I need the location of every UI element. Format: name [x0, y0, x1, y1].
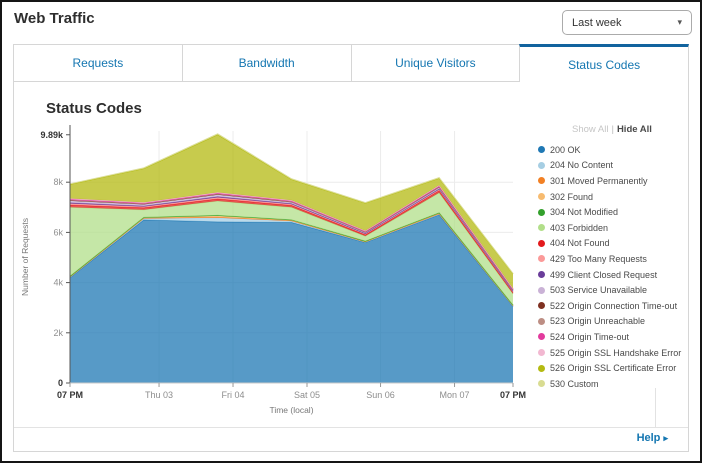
series-color-dot [538, 146, 545, 154]
series-color-dot [538, 177, 545, 185]
series-label: 524 Origin Time-out [550, 331, 630, 342]
series-label: 503 Service Unavailable [550, 285, 648, 296]
series-edge [69, 133, 514, 274]
time-range-value: Last week [572, 16, 622, 29]
legend-item[interactable]: 523 Origin Unreachable [538, 314, 686, 330]
series-label: 429 Too Many Requests [550, 253, 647, 264]
series-color-dot [538, 161, 545, 169]
y-tick-label: 9.89k [40, 130, 64, 140]
legend-separator: | [611, 124, 614, 135]
legend-item[interactable]: 200 OK [538, 142, 686, 158]
tab-bar: Requests Bandwidth Unique Visitors Statu… [13, 44, 689, 82]
tab-unique-visitors[interactable]: Unique Visitors [350, 44, 520, 82]
legend-item[interactable]: 499 Client Closed Request [538, 267, 686, 283]
legend-item[interactable]: 403 Forbidden [538, 220, 686, 236]
legend-item[interactable]: 526 Origin SSL Certificate Error [538, 360, 686, 376]
series-label: 404 Not Found [550, 238, 610, 249]
legend-item[interactable]: 302 Found [538, 189, 686, 205]
series-label: 525 Origin SSL Handshake Error [550, 347, 682, 358]
tab-label: Requests [72, 56, 124, 70]
y-axis-title: Number of Requests [20, 218, 30, 296]
chart-title: Status Codes [46, 100, 142, 117]
tab-requests[interactable]: Requests [13, 44, 182, 82]
y-tick-label: 0 [58, 378, 63, 388]
x-tick-label: 07 PM [57, 390, 83, 400]
help-label: Help [636, 432, 661, 444]
series-label: 530 Custom [550, 378, 599, 389]
legend-item[interactable]: 429 Too Many Requests [538, 251, 686, 267]
x-tick-label: Thu 03 [145, 390, 173, 400]
legend-item[interactable]: 204 No Content [538, 158, 686, 174]
tab-label: Bandwidth [238, 56, 295, 70]
legend-item[interactable]: 524 Origin Time-out [538, 329, 686, 345]
series-color-dot [538, 302, 545, 310]
series-color-dot [538, 380, 545, 388]
x-tick-label: Sat 05 [294, 390, 320, 400]
series-area [70, 214, 513, 383]
x-tick-label: Mon 07 [440, 390, 470, 400]
status-codes-chart: 0 2k 4k 6k 8k 9.89k 07 PM Thu 03 Fri 04 Sat 05 Sun… [20, 125, 526, 415]
tab-bandwidth[interactable]: Bandwidth [181, 44, 351, 82]
tab-label: Unique Visitors [395, 56, 476, 70]
series-color-dot [538, 364, 545, 372]
series-label: 304 Not Modified [550, 207, 619, 218]
status-codes-panel: Status Codes 0 2k 4k 6k 8k 9.89k 07 PM Thu 03 Fr… [13, 82, 689, 452]
series-label: 526 Origin SSL Certificate Error [550, 363, 677, 374]
series-color-dot [538, 333, 545, 341]
series-label: 403 Forbidden [550, 222, 609, 233]
chevron-down-icon: ▾ [677, 17, 682, 27]
y-tick-label: 4k [53, 278, 63, 288]
tab-status-codes[interactable]: Status Codes [519, 44, 689, 82]
x-tick-label: 07 PM [500, 390, 526, 400]
page-title: Web Traffic [14, 10, 95, 27]
series-area [70, 192, 513, 306]
series-label: 302 Found [550, 191, 594, 202]
series-label: 204 No Content [550, 160, 614, 171]
tab-label: Status Codes [568, 57, 641, 72]
series-label: 499 Client Closed Request [550, 269, 658, 280]
series-label: 301 Moved Permanently [550, 175, 648, 186]
legend-item[interactable]: 404 Not Found [538, 236, 686, 252]
y-tick-label: 2k [53, 328, 63, 338]
series-color-dot [538, 286, 545, 294]
series-color-dot [538, 317, 545, 325]
series-label: 200 OK [550, 144, 581, 155]
chart-legend: Show All | Hide All 200 OK 204 No Content 30… [538, 124, 686, 392]
legend-items: 200 OK 204 No Content 301 Moved Permanentl… [538, 142, 686, 392]
legend-header: Show All | Hide All [538, 124, 686, 135]
hide-all-button[interactable]: Hide All [616, 124, 652, 135]
series-color-dot [538, 193, 545, 201]
legend-item[interactable]: 301 Moved Permanently [538, 173, 686, 189]
series-color-dot [538, 271, 545, 279]
legend-item[interactable]: 503 Service Unavailable [538, 282, 686, 298]
y-tick-label: 6k [53, 227, 63, 237]
legend-item[interactable]: 525 Origin SSL Handshake Error [538, 345, 686, 361]
series-color-dot [538, 208, 545, 216]
legend-footer-divider [655, 388, 656, 427]
x-tick-label: Fri 04 [222, 390, 245, 400]
legend-item[interactable]: 304 Not Modified [538, 204, 686, 220]
x-tick-label: Sun 06 [366, 390, 395, 400]
series-area [70, 134, 513, 289]
show-all-button[interactable]: Show All [572, 124, 609, 135]
series-color-dot [538, 239, 545, 247]
time-range-dropdown[interactable]: Last week ▾ [562, 10, 692, 35]
x-axis-title: Time (local) [269, 405, 313, 415]
y-tick-label: 8k [53, 177, 63, 187]
help-link[interactable]: Help ▸ [637, 432, 668, 444]
series-label: 523 Origin Unreachable [550, 316, 646, 327]
help-arrow-icon: ▸ [663, 433, 668, 443]
series-color-dot [538, 349, 545, 357]
series-color-dot [538, 224, 545, 232]
legend-item[interactable]: 522 Origin Connection Time-out [538, 298, 686, 314]
legend-item[interactable]: 530 Custom [538, 376, 686, 392]
series-color-dot [538, 255, 545, 263]
series-label: 522 Origin Connection Time-out [550, 300, 678, 311]
footer-divider [14, 427, 688, 428]
